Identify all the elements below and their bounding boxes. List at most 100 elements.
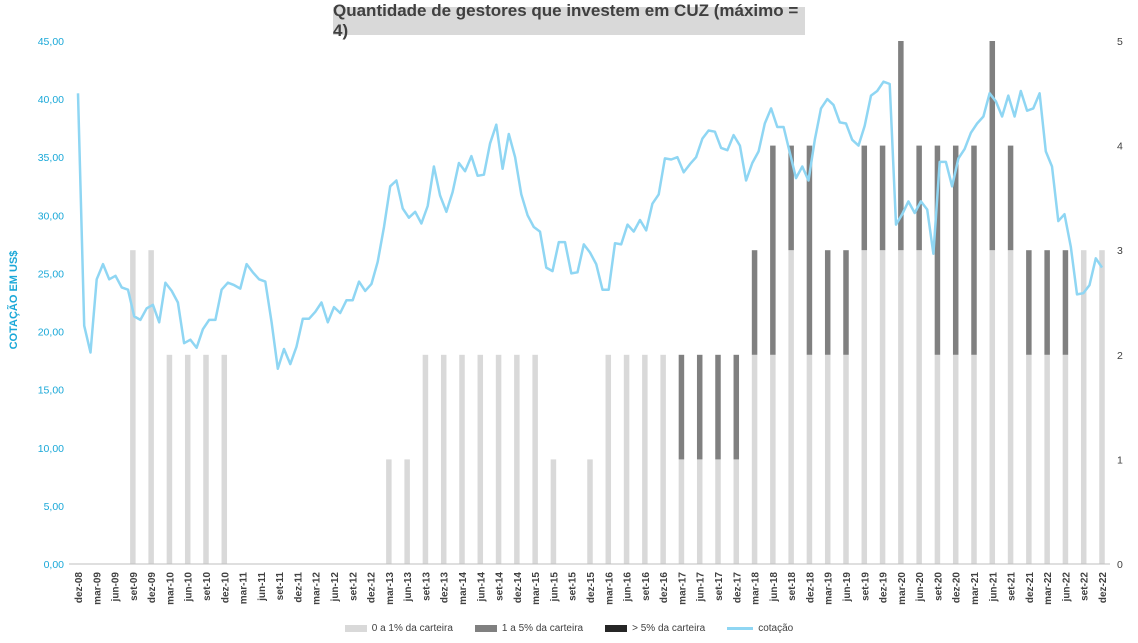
x-tick-9: mar-11 (239, 572, 250, 605)
bar-0-47 (934, 354, 941, 564)
bar-0-51 (1007, 250, 1014, 564)
x-tick-36: dez-17 (732, 572, 743, 604)
x-tick-38: jun-18 (769, 572, 780, 603)
bar-1-53 (1044, 250, 1050, 355)
bar-0-33 (678, 459, 685, 564)
bar-0-50 (989, 250, 996, 564)
bar-1-41 (824, 250, 831, 355)
line-group (76, 80, 1104, 370)
bar-0-36 (733, 459, 740, 564)
bar-0-46 (916, 250, 922, 564)
bar-1-33 (678, 354, 685, 460)
x-tick-11: set-11 (275, 572, 286, 601)
bar-1-50 (989, 41, 996, 251)
bar-0-3 (130, 250, 136, 564)
left-tick-5: 25,00 (38, 268, 64, 280)
bar-0-41 (824, 354, 831, 564)
bar-0-6 (184, 354, 191, 564)
bar-1-44 (879, 145, 886, 251)
legend-label-1-5: 1 a 5% da carteira (501, 622, 584, 634)
bar-0-45 (898, 250, 904, 564)
x-tick-52: dez-21 (1025, 572, 1036, 604)
left-tick-9: 45,00 (38, 36, 64, 48)
x-tick-15: set-12 (348, 572, 359, 601)
bar-0-38 (770, 354, 776, 564)
x-tick-22: jun-14 (476, 572, 487, 603)
bar-0-21 (459, 354, 465, 564)
x-tick-3: set-09 (129, 572, 140, 601)
bar-0-24 (514, 354, 520, 564)
bar-0-37 (751, 354, 758, 564)
bar-1-34 (696, 354, 703, 460)
left-tick-4: 20,00 (38, 327, 64, 339)
x-tick-44: dez-19 (879, 572, 890, 604)
bar-0-17 (386, 459, 392, 564)
legend-label-cotacao: cotação (758, 622, 794, 634)
bar-0-39 (788, 250, 794, 564)
bar-1-43 (861, 145, 868, 251)
x-tick-8: dez-10 (220, 572, 231, 604)
x-tick-46: jun-20 (915, 572, 926, 603)
x-tick-25: mar-15 (531, 572, 542, 605)
x-tick-49: mar-21 (970, 572, 981, 605)
left-tick-3: 15,00 (38, 385, 64, 397)
bar-0-40 (806, 354, 813, 564)
x-tick-19: set-13 (421, 572, 432, 601)
bar-1-35 (715, 354, 721, 460)
x-tick-17: mar-13 (385, 572, 396, 605)
left-axis: 0,00 5,00 10,00 15,00 20,00 25,00 30,00 35,00 40… (38, 36, 64, 571)
x-tick-48: dez-20 (952, 572, 963, 604)
bar-0-18 (404, 459, 410, 564)
left-tick-8: 40,00 (38, 94, 64, 106)
x-tick-1: mar-09 (92, 572, 103, 605)
bar-1-52 (1026, 250, 1032, 355)
right-axis: 0 1 2 3 4 5 (1117, 36, 1123, 571)
x-tick-41: mar-19 (824, 572, 835, 605)
right-tick-2: 2 (1117, 350, 1123, 362)
x-tick-14: jun-12 (330, 572, 341, 603)
bars-group (130, 41, 1105, 564)
right-tick-5: 5 (1117, 36, 1123, 48)
x-tick-24: dez-14 (513, 572, 524, 604)
x-tick-20: dez-13 (440, 572, 451, 604)
legend-item-over-5: > 5% da carteira (605, 620, 705, 636)
bar-0-8 (221, 354, 228, 564)
x-tick-7: set-10 (202, 572, 213, 601)
x-tick-29: mar-16 (604, 572, 615, 605)
legend-item-0-1: 0 a 1% da carteira (344, 620, 453, 636)
right-tick-3: 3 (1117, 245, 1123, 257)
legend-swatch-1-5 (474, 624, 497, 632)
bar-0-32 (660, 354, 666, 564)
bar-0-43 (861, 250, 868, 564)
bar-0-5 (166, 354, 173, 564)
bar-0-54 (1062, 354, 1069, 564)
legend: 0 a 1% da carteira 1 a 5% da carteira > … (0, 620, 1138, 636)
x-tick-33: mar-17 (677, 572, 688, 605)
left-tick-7: 35,00 (38, 152, 64, 164)
x-tick-21: mar-14 (458, 572, 469, 605)
bar-0-52 (1026, 354, 1032, 564)
x-tick-26: jun-15 (549, 572, 560, 603)
bar-0-28 (587, 459, 593, 564)
x-tick-53: mar-22 (1043, 572, 1054, 605)
legend-swatch-0-1 (344, 624, 367, 632)
bar-0-20 (440, 354, 447, 564)
bar-0-23 (495, 354, 502, 564)
x-axis: dez-08 mar-09 jun-09 set-09 dez-09 mar-10 jun-… (74, 572, 1109, 605)
x-tick-28: dez-15 (586, 572, 597, 604)
bar-0-29 (605, 354, 612, 564)
legend-label-0-1: 0 a 1% da carteira (371, 622, 453, 634)
x-tick-12: dez-11 (293, 572, 304, 603)
legend-label-over-5: > 5% da carteira (632, 622, 706, 634)
chart-title: Quantidade de gestores que investem em C… (333, 1, 805, 40)
bar-1-36 (733, 354, 740, 460)
x-tick-27: set-15 (568, 572, 579, 601)
legend-swatch-cotacao (727, 626, 754, 630)
x-tick-6: jun-10 (184, 572, 195, 603)
x-tick-56: dez-22 (1098, 572, 1109, 604)
bar-0-26 (550, 459, 557, 564)
x-tick-42: jun-19 (842, 572, 853, 603)
bar-0-44 (879, 250, 886, 564)
bar-1-40 (806, 145, 813, 355)
